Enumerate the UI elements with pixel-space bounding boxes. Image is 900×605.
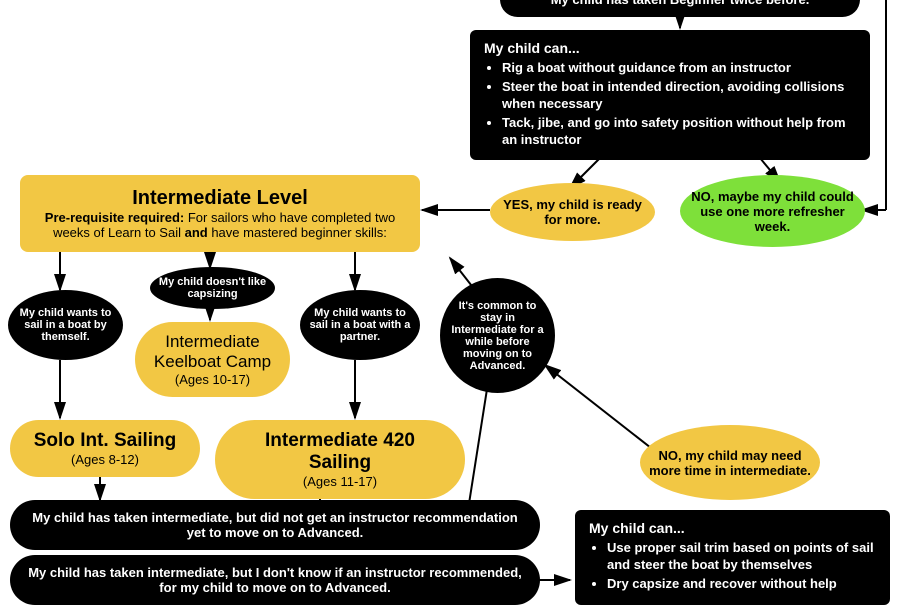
text: My child doesn't like capsizing [158, 276, 267, 300]
intermediate-level-box: Intermediate Level Pre-requisite require… [20, 175, 420, 252]
skills-list: Use proper sail trim based on points of … [607, 540, 876, 593]
ages: (Ages 11-17) [233, 474, 447, 489]
lead: My child can... [589, 520, 876, 536]
no-capsize-ellipse: My child doesn't like capsizing [150, 267, 275, 309]
no-refresher-ellipse: NO, maybe my child could use one more re… [680, 175, 865, 247]
int-420-sailing-node: Intermediate 420 Sailing (Ages 11-17) [215, 420, 465, 499]
name: Solo Int. Sailing [28, 430, 182, 452]
desc-post: have mastered beginner skills: [208, 225, 387, 240]
solo-desire-ellipse: My child wants to sail in a boat by them… [8, 290, 123, 360]
skills-box-beginner: My child can... Rig a boat without guida… [470, 30, 870, 160]
no-more-time-ellipse: NO, my child may need more time in inter… [640, 425, 820, 500]
stay-intermediate-ellipse: It's common to stay in Intermediate for … [440, 278, 555, 393]
skills-box-intermediate: My child can... Use proper sail trim bas… [575, 510, 890, 605]
beginner-twice-pill: My child has taken Beginner twice before… [500, 0, 860, 17]
text: NO, my child may need more time in inter… [648, 448, 812, 478]
text: My child has taken intermediate, but did… [32, 510, 517, 540]
text: My child wants to sail in a boat with a … [308, 307, 412, 343]
ages: (Ages 10-17) [153, 372, 272, 387]
text: My child wants to sail in a boat by them… [16, 307, 115, 343]
yes-ready-ellipse: YES, my child is ready for more. [490, 183, 655, 241]
no-rec-pill: My child has taken intermediate, but did… [10, 500, 540, 550]
skills-list: Rig a boat without guidance from an inst… [502, 60, 856, 148]
ages: (Ages 8-12) [28, 452, 182, 467]
desc-bold: and [185, 225, 208, 240]
keelboat-camp-node: Intermediate Keelboat Camp (Ages 10-17) [135, 322, 290, 397]
desc-pre: Pre-requisite required: [45, 210, 184, 225]
skill-item: Dry capsize and recover without help [607, 576, 876, 593]
text: NO, maybe my child could use one more re… [688, 189, 857, 234]
title: Intermediate Level [36, 187, 404, 210]
lead: My child can... [484, 40, 856, 56]
unknown-rec-pill: My child has taken intermediate, but I d… [10, 555, 540, 605]
text: YES, my child is ready for more. [498, 197, 647, 227]
text: My child has taken intermediate, but I d… [28, 565, 522, 595]
partner-desire-ellipse: My child wants to sail in a boat with a … [300, 290, 420, 360]
skill-item: Use proper sail trim based on points of … [607, 540, 876, 574]
skill-item: Steer the boat in intended direction, av… [502, 79, 856, 113]
name: Intermediate 420 Sailing [233, 430, 447, 474]
text: My child has taken Beginner twice before… [551, 0, 810, 7]
skill-item: Tack, jibe, and go into safety position … [502, 115, 856, 149]
name: Intermediate Keelboat Camp [153, 332, 272, 372]
desc: Pre-requisite required: For sailors who … [36, 210, 404, 240]
skill-item: Rig a boat without guidance from an inst… [502, 60, 856, 77]
text: It's common to stay in Intermediate for … [448, 300, 547, 372]
solo-int-sailing-node: Solo Int. Sailing (Ages 8-12) [10, 420, 200, 477]
